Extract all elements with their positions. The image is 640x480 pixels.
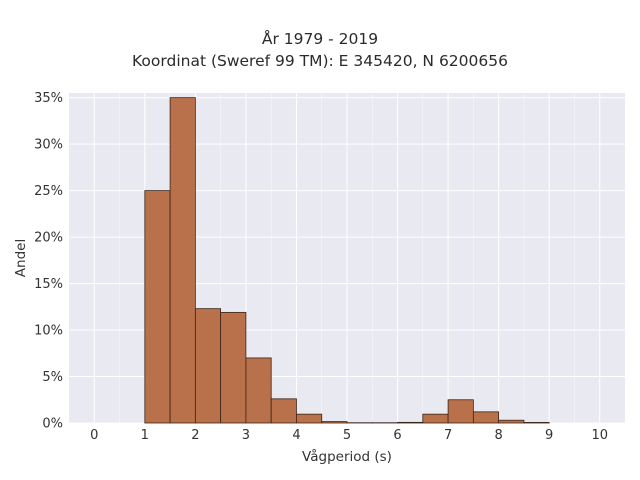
x-tick-label: 5 — [343, 428, 351, 443]
y-axis-label: Andel — [13, 239, 29, 277]
y-tick-label: 30% — [34, 138, 63, 153]
y-tick-label: 10% — [34, 324, 63, 339]
y-tick-label: 0% — [42, 417, 63, 432]
x-tick-label: 0 — [90, 428, 98, 443]
histogram-bar — [144, 190, 171, 424]
x-tick-label: 9 — [545, 428, 553, 443]
histogram-bar — [245, 357, 272, 424]
y-tick-label: 15% — [34, 277, 63, 292]
histogram-bar — [321, 421, 348, 424]
chart-title: År 1979 - 2019 Koordinat (Sweref 99 TM):… — [0, 28, 640, 72]
x-tick-label: 4 — [292, 428, 300, 443]
histogram-bar — [296, 413, 323, 424]
histogram-bar — [220, 311, 247, 424]
chart-title-line-2: Koordinat (Sweref 99 TM): E 345420, N 62… — [132, 52, 508, 70]
chart-title-line-1: År 1979 - 2019 — [261, 30, 379, 48]
y-tick-label: 35% — [34, 91, 63, 106]
histogram-bar — [447, 399, 474, 424]
histogram-bar — [498, 419, 525, 424]
x-tick-label: 10 — [591, 428, 608, 443]
x-tick-labels: 0 1 2 3 4 5 6 7 8 9 10 — [90, 428, 608, 443]
y-tick-labels: 0% 5% 10% 15% 20% 25% 30% 35% — [34, 91, 63, 431]
x-tick-label: 2 — [191, 428, 199, 443]
y-tick-label: 20% — [34, 231, 63, 246]
bars — [144, 97, 550, 424]
x-axis-label: Vågperiod (s) — [302, 448, 392, 465]
x-tick-label: 1 — [141, 428, 149, 443]
histogram-bar — [523, 422, 550, 424]
histogram-bar — [472, 411, 500, 424]
y-tick-label: 25% — [34, 184, 63, 199]
x-tick-label: 6 — [393, 428, 401, 443]
x-tick-label: 8 — [494, 428, 502, 443]
histogram-bar — [397, 421, 424, 424]
histogram-bar — [194, 308, 222, 424]
x-tick-label: 3 — [242, 428, 250, 443]
x-tick-label: 7 — [444, 428, 452, 443]
histogram-bar — [169, 97, 196, 424]
histogram-bar — [270, 398, 297, 424]
y-tick-label: 5% — [42, 370, 63, 385]
histogram-bar — [422, 413, 449, 424]
